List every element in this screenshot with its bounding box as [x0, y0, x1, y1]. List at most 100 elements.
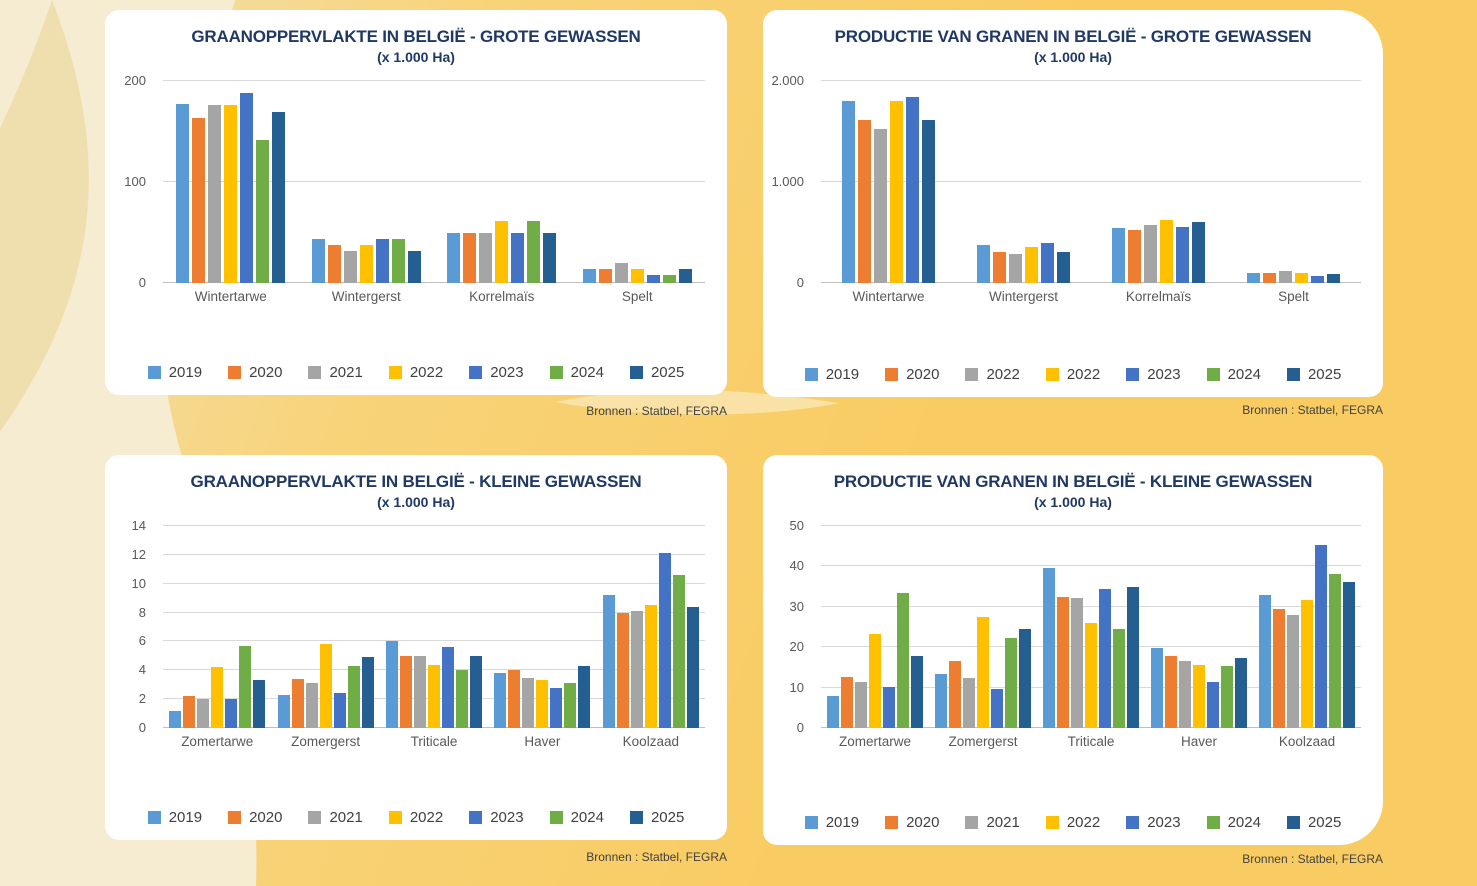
legend-swatch	[228, 811, 242, 824]
legend-swatch	[1206, 368, 1220, 381]
legend-swatch	[549, 366, 563, 379]
legend: 2019 2020 2021 2022 2023 2024 2025	[763, 814, 1383, 831]
category-group-zomertarwe	[821, 526, 929, 728]
bar-haver-2022	[536, 680, 549, 728]
category-group-korrelmaïs	[1091, 81, 1226, 283]
bar-triticale-2020	[400, 655, 413, 728]
legend-label: 2023	[1147, 366, 1181, 383]
category-axis: Wintertarwe Wintergerst Korrelmaïs Spelt	[821, 289, 1361, 304]
chart-title: PRODUCTIE VAN GRANEN IN BELGIË - GROTE G…	[834, 27, 1312, 46]
legend-item-2022: 2022	[965, 366, 1020, 383]
bar-haver-2022	[1193, 664, 1205, 728]
legend: 2019 2020 2021 2022 2023 2024 2025	[105, 364, 727, 381]
legend-item-2020: 2020	[885, 814, 939, 831]
bar-triticale-2021	[414, 655, 427, 728]
bar-haver-2021	[522, 677, 535, 728]
legend-label: 2019	[825, 814, 860, 831]
bar-haver-2019	[494, 673, 507, 728]
bar-zomergerst-2025	[361, 657, 374, 728]
bar-triticale-2023	[1099, 589, 1111, 728]
category-label: Haver	[524, 734, 561, 749]
bar-zomergerst-2019	[277, 694, 290, 728]
legend-label: 2023	[1147, 814, 1181, 831]
legend-swatch	[388, 811, 402, 824]
bar-haver-2025	[578, 665, 591, 728]
legend-label: 2022	[1066, 366, 1101, 383]
legend-item-2023: 2023	[1126, 366, 1181, 383]
bar-zomertarwe-2021	[855, 682, 867, 728]
legend-swatch	[1206, 816, 1220, 829]
legend-label: 2020	[249, 364, 283, 381]
legend-item-2020: 2020	[885, 366, 939, 383]
bar-wintertarwe-2025	[922, 120, 935, 283]
legend-item-2023: 2023	[469, 364, 524, 381]
legend-item-2021: 2021	[965, 814, 1020, 831]
source-note: Bronnen : Statbel, FEGRA	[586, 404, 727, 418]
bar-wintertarwe-2021	[208, 105, 222, 283]
legend-label: 2025	[1307, 366, 1342, 383]
legend-swatch	[147, 366, 161, 379]
bar-korrelmaïs-2024	[527, 221, 541, 283]
legend-item-2019: 2019	[147, 809, 202, 826]
gridline	[821, 565, 1361, 567]
bar-korrelmaïs-2020	[463, 232, 477, 283]
category-group-koolzaad	[1253, 526, 1361, 728]
legend-swatch	[965, 816, 979, 829]
y-tick-label: 1.000	[771, 174, 804, 189]
bar-zomertarwe-2019	[169, 710, 182, 728]
bar-koolzaad-2024	[672, 575, 685, 728]
bar-wintergerst-2020	[993, 252, 1006, 283]
legend-swatch	[469, 366, 483, 379]
legend-label: 2025	[650, 809, 685, 826]
y-tick-label: 30	[789, 598, 804, 614]
bar-koolzaad-2020	[616, 612, 629, 728]
bar-wintertarwe-2023	[240, 93, 254, 283]
bar-haver-2020	[1165, 655, 1177, 728]
gridline	[163, 525, 705, 526]
legend-label: 2019	[168, 364, 203, 381]
legend-label: 2024	[570, 364, 604, 381]
y-tick-label: 8	[138, 604, 146, 620]
bar-zomertarwe-2021	[197, 699, 210, 728]
y-tick-label: 40	[789, 558, 804, 574]
bar-koolzaad-2022	[644, 605, 657, 728]
legend-item-2025: 2025	[629, 364, 684, 381]
category-label: Spelt	[621, 289, 653, 304]
bar-zomergerst-2021	[305, 683, 318, 728]
category-group-spelt	[570, 81, 706, 283]
legend-swatch	[885, 368, 899, 381]
chart-card-area-grote-gewassen: GRAANOPPERVLAKTE IN BELGIË - GROTE GEWAS…	[105, 10, 727, 395]
bar-triticale-2024	[456, 670, 469, 728]
y-tick-label: 6	[138, 633, 146, 649]
legend-label: 2021	[329, 809, 363, 826]
legend-swatch	[1045, 368, 1059, 381]
legend-swatch	[965, 368, 979, 381]
legend-label: 2024	[1227, 814, 1261, 831]
category-group-wintertarwe	[821, 81, 956, 283]
category-label: Triticale	[1067, 734, 1115, 749]
gridline	[821, 80, 1361, 81]
bar-koolzaad-2025	[686, 606, 699, 728]
bar-zomertarwe-2025	[253, 680, 266, 728]
y-tick-label: 10	[131, 575, 146, 591]
bar-wintertarwe-2019	[176, 104, 190, 283]
chart-card-area-kleine-gewassen: GRAANOPPERVLAKTE IN BELGIË - KLEINE GEWA…	[105, 455, 727, 840]
gridline	[163, 553, 705, 555]
category-group-haver	[488, 526, 596, 728]
bar-haver-2025	[1235, 657, 1247, 728]
category-label: Triticale	[410, 734, 458, 749]
y-tick-label: 0	[796, 275, 804, 290]
legend-item-2025: 2025	[629, 809, 685, 826]
bar-koolzaad-2021	[630, 611, 643, 728]
legend-swatch	[885, 816, 899, 829]
y-tick-label: 20	[789, 639, 804, 655]
bar-haver-2019	[1151, 648, 1163, 728]
bar-zomertarwe-2023	[883, 686, 895, 728]
bar-groups	[821, 81, 1361, 283]
gridline	[821, 282, 1361, 283]
bar-spelt-2022	[1279, 270, 1292, 283]
legend-swatch	[1126, 816, 1140, 829]
gridline	[163, 282, 705, 283]
bar-koolzaad-2023	[658, 553, 671, 728]
y-tick-label: 0	[796, 720, 804, 735]
